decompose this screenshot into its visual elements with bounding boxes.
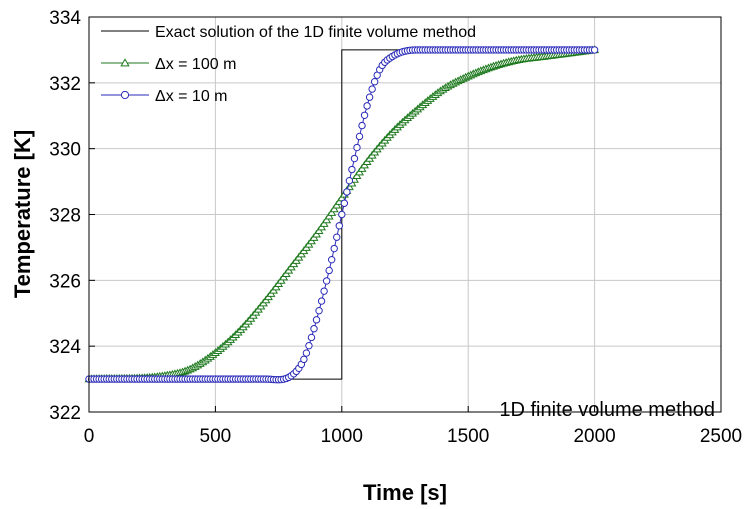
ticks: 0 500 1000 1500 2000 2500 322 324 326 328 330 332 33… [49, 8, 742, 447]
data-point-triangle [332, 200, 342, 209]
data-point-circle [315, 306, 323, 315]
data-point-triangle [329, 204, 339, 213]
data-point-circle [360, 111, 369, 120]
annotation: 1D finite volume method [499, 399, 715, 421]
data-point-circle [368, 85, 376, 93]
data-point-circle [300, 355, 308, 364]
y-axis-title: Temperature [K] [10, 130, 35, 298]
data-point-circle [350, 154, 359, 163]
data-point-circle [343, 188, 351, 196]
data-point-circle [345, 176, 354, 185]
data-point-circle [310, 325, 318, 333]
data-point-circle [312, 316, 321, 324]
data-point-triangle [322, 215, 332, 224]
data-point-circle [317, 297, 326, 305]
data-point-triangle [327, 208, 337, 216]
data-point-circle [327, 255, 336, 264]
y-tick-label: 334 [49, 8, 81, 29]
x-tick-label: 1000 [321, 426, 363, 447]
data-point-triangle [324, 211, 334, 220]
legend-label: Exact solution of the 1D finite volume m… [155, 24, 476, 41]
legend-marker-circle [120, 90, 130, 100]
data-point-circle [338, 210, 346, 219]
data-point-circle [333, 233, 341, 241]
y-tick-label: 330 [49, 140, 81, 161]
data-point-circle [358, 121, 366, 130]
data-point-circle [590, 46, 599, 54]
data-point-circle [340, 199, 349, 207]
data-point-circle [348, 165, 356, 174]
data-point-circle [363, 102, 371, 110]
series-layer [84, 45, 600, 384]
data-point-circle [307, 333, 316, 342]
y-tick-label: 326 [49, 271, 81, 292]
y-tick-label: 322 [49, 403, 81, 424]
legend-entry: Δx = 10 m [101, 88, 228, 105]
data-point-circle [302, 349, 311, 357]
x-axis-title: Time [s] [363, 480, 447, 505]
data-point-circle [370, 78, 379, 86]
legend: Exact solution of the 1D finite volume m… [101, 24, 476, 105]
data-point-circle [355, 132, 364, 141]
x-tick-label: 2500 [700, 426, 742, 447]
y-tick-label: 324 [49, 337, 81, 358]
legend-label: Δx = 10 m [155, 88, 228, 105]
data-point-circle [322, 277, 331, 285]
data-point-circle [305, 341, 313, 350]
y-tick-label: 328 [49, 206, 81, 227]
series-3 [85, 46, 599, 384]
legend-entry: Exact solution of the 1D finite volume m… [101, 24, 476, 41]
y-tick-label: 332 [49, 74, 81, 95]
legend-entry: Δx = 100 m [101, 56, 236, 73]
legend-marker-triangle [120, 58, 130, 67]
x-tick-label: 500 [200, 426, 232, 447]
x-tick-label: 0 [84, 426, 95, 447]
data-point-circle [335, 222, 343, 230]
data-point-circle [353, 143, 361, 152]
x-tick-label: 2000 [573, 426, 615, 447]
data-point-circle [325, 266, 333, 275]
data-point-circle [320, 287, 328, 295]
data-point-circle [330, 244, 338, 253]
data-point-circle [365, 93, 374, 101]
x-tick-label: 1500 [447, 426, 489, 447]
legend-label: Δx = 100 m [155, 56, 236, 73]
